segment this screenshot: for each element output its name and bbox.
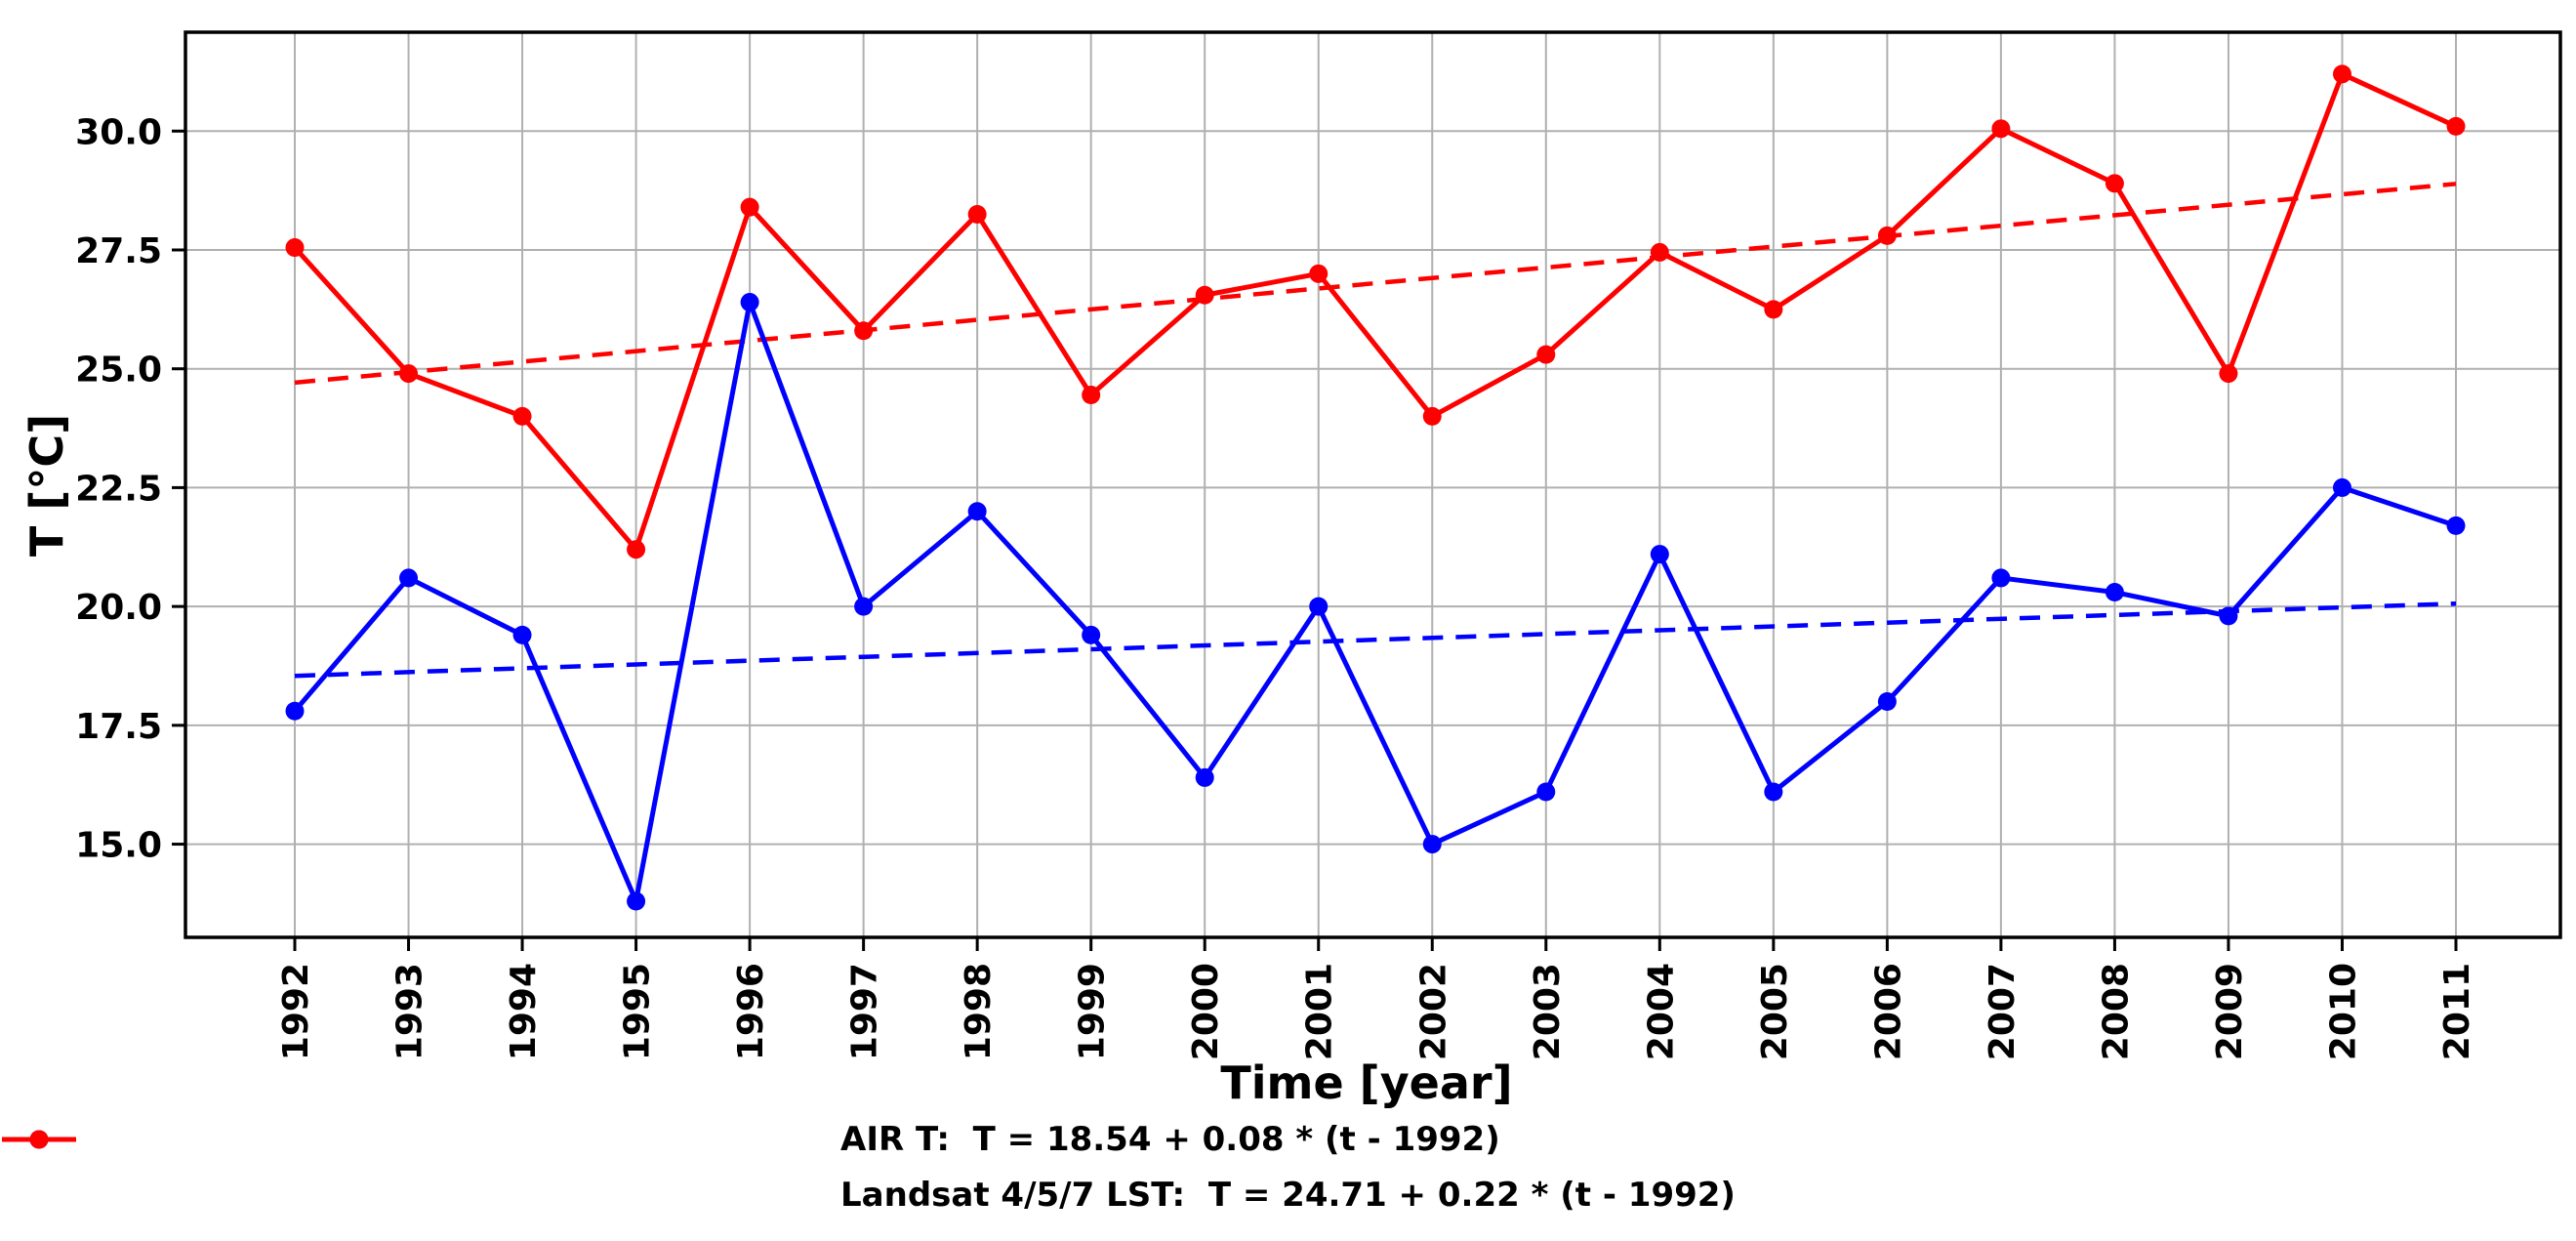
- axes-spines-layer: [184, 30, 2562, 939]
- x-tick-label: 2004: [1641, 963, 1681, 1060]
- data-point-air-t-2000: [1195, 767, 1214, 787]
- data-point-air-t-2005: [1764, 782, 1783, 802]
- x-tick-label: 1996: [731, 963, 771, 1060]
- data-point-landsat-lst-1998: [967, 204, 987, 224]
- y-tick-label: 22.5: [75, 469, 162, 509]
- x-tick-label: 2011: [2437, 963, 2477, 1060]
- x-tick-label: 2001: [1300, 963, 1340, 1060]
- x-tick-label: 1993: [390, 963, 430, 1060]
- data-point-landsat-lst-1992: [285, 238, 305, 258]
- legend-label-air-t: AIR T: T = 18.54 + 0.08 * (t - 1992): [840, 1120, 1500, 1159]
- data-point-landsat-lst-2009: [2219, 364, 2238, 384]
- x-tick-label: 2002: [1413, 963, 1453, 1060]
- grid-layer: [185, 32, 2560, 937]
- data-point-air-t-2003: [1536, 782, 1556, 802]
- x-tick-label: 1997: [845, 963, 885, 1060]
- trend-lines-layer: [294, 182, 2457, 679]
- tick-labels-layer: 1992 1993 1994 1995 1996 1997 1998 1999 2000 2001…: [75, 112, 2477, 1060]
- x-tick-label: 1998: [959, 963, 999, 1060]
- data-series-layer: [285, 64, 2466, 911]
- legend-label-landsat-lst: Landsat 4/5/7 LST: T = 24.71 + 0.22 * (t…: [840, 1176, 1736, 1215]
- legend-item-landsat-lst: Landsat 4/5/7 LST: T = 24.71 + 0.22 * (t…: [2, 1130, 1736, 1216]
- data-point-air-t-1995: [627, 891, 646, 911]
- data-point-landsat-lst-2010: [2332, 64, 2351, 84]
- y-tick-label: 15.0: [75, 826, 162, 866]
- data-point-landsat-lst-2007: [1991, 119, 2011, 139]
- series-line-air-t: [293, 300, 2457, 904]
- data-point-air-t-2001: [1309, 597, 1329, 616]
- data-point-air-t-2009: [2219, 606, 2238, 626]
- data-point-air-t-1993: [399, 568, 419, 588]
- data-point-landsat-lst-2002: [1422, 406, 1442, 426]
- data-point-landsat-lst-2000: [1195, 285, 1214, 305]
- data-point-air-t-2010: [2332, 477, 2351, 497]
- data-point-air-t-1994: [512, 625, 532, 644]
- x-tick-label: 2006: [1868, 963, 1908, 1060]
- data-point-air-t-2004: [1650, 545, 1669, 564]
- data-point-air-t-2002: [1422, 835, 1442, 854]
- x-tick-label: 1992: [276, 963, 316, 1060]
- legend-item-air-t: AIR T: T = 18.54 + 0.08 * (t - 1992): [2, 1119, 1736, 1160]
- data-point-landsat-lst-2008: [2105, 174, 2124, 193]
- data-point-air-t-1997: [854, 597, 874, 616]
- x-tick-label: 2007: [1983, 963, 2023, 1060]
- data-point-landsat-lst-1996: [740, 197, 759, 217]
- data-point-landsat-lst-2003: [1536, 345, 1556, 364]
- y-axis-label: T [°C]: [20, 414, 73, 557]
- series-line-landsat-lst: [293, 71, 2458, 553]
- data-point-air-t-2006: [1877, 692, 1897, 712]
- x-tick-label: 2000: [1186, 963, 1226, 1060]
- x-tick-label: 1995: [618, 963, 658, 1060]
- data-point-landsat-lst-1999: [1082, 385, 1101, 404]
- tick-marks-layer: [172, 129, 2458, 951]
- x-tick-label: 2010: [2323, 963, 2363, 1060]
- data-point-air-t-2011: [2446, 516, 2466, 535]
- legend-items: AIR T: T = 18.54 + 0.08 * (t - 1992) Lan…: [2, 1119, 1736, 1216]
- data-point-landsat-lst-1997: [854, 321, 874, 341]
- data-point-landsat-lst-2005: [1764, 300, 1783, 319]
- y-tick-label: 20.0: [75, 588, 162, 628]
- data-point-landsat-lst-2004: [1650, 242, 1669, 262]
- y-tick-label: 25.0: [75, 351, 162, 391]
- data-point-air-t-2008: [2105, 583, 2124, 602]
- series-air-t: [285, 293, 2466, 911]
- legend-marker-landsat-lst-icon: [2, 1130, 76, 1149]
- trend-line-landsat-lst: [294, 182, 2457, 386]
- data-point-landsat-lst-1993: [399, 364, 419, 384]
- trend-line-air-t: [294, 600, 2457, 679]
- data-point-landsat-lst-1995: [627, 540, 646, 559]
- data-point-air-t-1998: [967, 502, 987, 521]
- x-axis-label: Time [year]: [1220, 1056, 1512, 1109]
- y-tick-label: 30.0: [75, 112, 162, 152]
- x-tick-label: 2008: [2096, 963, 2136, 1060]
- plot-border: [184, 30, 2562, 939]
- data-point-landsat-lst-2011: [2446, 116, 2466, 136]
- data-point-air-t-1999: [1082, 625, 1101, 644]
- data-point-air-t-2007: [1991, 568, 2011, 588]
- data-point-landsat-lst-2001: [1309, 264, 1329, 283]
- data-point-air-t-1992: [285, 701, 305, 721]
- y-tick-label: 27.5: [75, 231, 162, 271]
- x-tick-label: 2009: [2210, 963, 2250, 1060]
- data-point-landsat-lst-2006: [1877, 226, 1897, 245]
- x-tick-label: 1999: [1073, 963, 1113, 1060]
- y-tick-label: 17.5: [75, 707, 162, 747]
- data-point-landsat-lst-1994: [512, 406, 532, 426]
- x-tick-label: 2003: [1528, 963, 1568, 1060]
- x-tick-label: 1994: [504, 963, 544, 1060]
- data-point-air-t-1996: [740, 293, 759, 312]
- x-tick-label: 2005: [1755, 963, 1795, 1060]
- series-landsat-lst: [285, 64, 2466, 559]
- legend: AIR T: T = 18.54 + 0.08 * (t - 1992) Lan…: [0, 1119, 2576, 1216]
